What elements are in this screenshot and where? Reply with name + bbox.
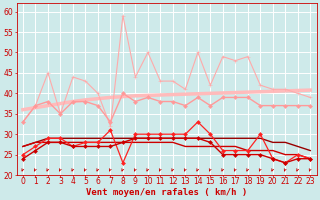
X-axis label: Vent moyen/en rafales ( km/h ): Vent moyen/en rafales ( km/h )	[86, 188, 247, 197]
